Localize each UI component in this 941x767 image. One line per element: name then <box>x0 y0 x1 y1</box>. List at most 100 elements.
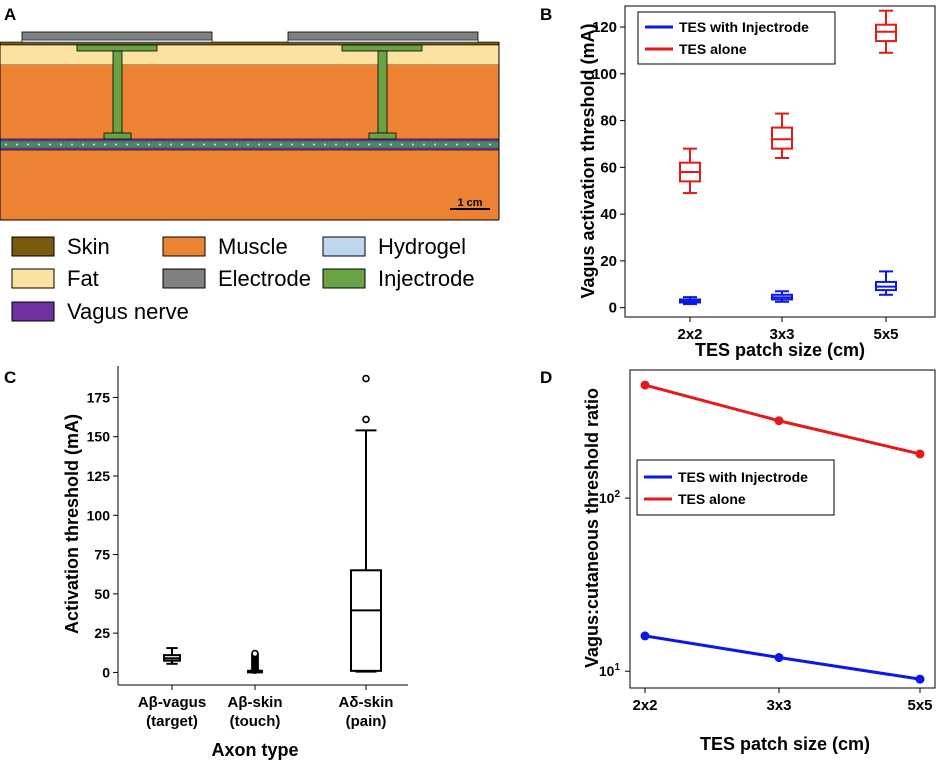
y-tick-label: 120 <box>592 19 617 36</box>
nerve-fiber-dot <box>225 143 227 146</box>
box-red-1-box <box>771 126 793 150</box>
y-tick-label: 102 <box>599 489 621 506</box>
nerve-fiber-dot <box>313 143 315 146</box>
nerve-fiber-dot <box>115 143 117 146</box>
nerve-fiber-dot <box>71 143 73 146</box>
tissue-diagram: 1 cm <box>0 31 500 221</box>
nerve-fiber-dot <box>324 143 326 146</box>
x-tick-label: 3x3 <box>769 326 794 343</box>
y-tick-label: 75 <box>94 547 110 563</box>
series-point-0 <box>774 653 784 663</box>
x-axis-title: Axon type <box>211 740 298 760</box>
fat-layer <box>0 44 500 66</box>
y-tick-base: 10 <box>599 663 615 679</box>
nerve-fiber-dot <box>214 143 216 146</box>
x-tick-label: Aβ-vagus <box>138 694 206 711</box>
plot-frame <box>624 5 936 318</box>
x-tick-sublabel: (pain) <box>346 713 387 730</box>
nerve-fiber-dot <box>38 143 40 146</box>
legend-swatch-hydrogel <box>322 236 366 257</box>
outlier-point <box>251 649 259 658</box>
legend-label-1: TES alone <box>678 491 746 507</box>
x-axis-title: TES patch size (cm) <box>700 734 870 754</box>
panel-label-c: C <box>4 368 16 387</box>
x-tick-sublabel: (touch) <box>230 713 281 730</box>
electrode-right <box>287 31 479 42</box>
panel-label-a: A <box>4 5 16 24</box>
nerve-fiber-dot <box>478 143 480 146</box>
nerve-fiber-dot <box>335 143 337 146</box>
nerve-fiber-dot <box>5 143 7 146</box>
injectrode-cap-right <box>341 44 423 52</box>
nerve-fiber-dot <box>60 143 62 146</box>
nerve-fiber-dot <box>357 143 359 146</box>
legend-label-hydrogel: Hydrogel <box>378 234 466 259</box>
box-red-2-box <box>875 23 897 43</box>
electrode-left <box>21 31 213 42</box>
legend-swatch-muscle <box>162 236 206 257</box>
series-point-0 <box>640 631 650 641</box>
box-2-box <box>350 569 382 672</box>
x-tick-label: 5x5 <box>873 326 898 343</box>
nerve-fibers <box>5 143 491 146</box>
series-point-1 <box>774 416 784 426</box>
y-tick-label: 20 <box>600 253 617 270</box>
y-tick-exp: 2 <box>614 489 620 500</box>
nerve-fiber-dot <box>203 143 205 146</box>
y-tick-label: 101 <box>599 662 621 679</box>
x-tick-label: 2x2 <box>632 697 657 714</box>
series-point-1 <box>640 380 650 390</box>
muscle-layer-top <box>0 65 499 139</box>
plot-frame <box>629 369 936 689</box>
vagus-injectrode-lead <box>0 141 499 148</box>
series-point-0 <box>915 674 925 684</box>
nerve-fiber-dot <box>390 143 392 146</box>
legend-label-electrode: Electrode <box>218 266 311 291</box>
panel-label-b: B <box>540 5 552 24</box>
nerve-fiber-dot <box>291 143 293 146</box>
nerve-fiber-dot <box>423 143 425 146</box>
y-tick-label: 100 <box>592 66 617 83</box>
legend-label-muscle: Muscle <box>218 234 288 259</box>
x-tick-label: Aδ-skin <box>339 694 394 711</box>
y-tick-label: 25 <box>94 625 110 641</box>
outlier-point <box>362 374 370 383</box>
nerve-fiber-dot <box>82 143 84 146</box>
nerve-fiber-dot <box>445 143 447 146</box>
nerve-fiber-dot <box>159 143 161 146</box>
nerve-fiber-dot <box>170 143 172 146</box>
y-tick-label: 40 <box>600 206 617 223</box>
nerve-fiber-dot <box>467 143 469 146</box>
legend-label-skin: Skin <box>67 234 110 259</box>
legend-label-1: TES alone <box>679 41 747 57</box>
injectrode-stem-right <box>377 50 388 134</box>
nerve-fiber-dot <box>137 143 139 146</box>
chart-panel-b: 0 20 40 60 80 100 120 2x2 3x3 5x5 TES patch size (… <box>578 5 936 360</box>
y-tick-label: 150 <box>87 429 111 445</box>
legend-swatch-electrode <box>162 268 206 289</box>
injectrode-foot-left <box>103 132 132 140</box>
outlier-point <box>362 415 370 424</box>
nerve-fiber-dot <box>368 143 370 146</box>
legend-swatch-vagus <box>11 301 55 322</box>
y-axis-title: Vagus:cutaneous threshold ratio <box>582 388 602 668</box>
panel-label-d: D <box>540 368 552 387</box>
nerve-fiber-dot <box>434 143 436 146</box>
nerve-fiber-dot <box>489 143 491 146</box>
hydrogel-left <box>21 39 213 43</box>
y-tick-label: 80 <box>600 113 617 130</box>
legend-frame <box>636 459 835 516</box>
nerve-fiber-dot <box>346 143 348 146</box>
legend-swatch-fat <box>11 268 55 289</box>
nerve-fiber-dot <box>192 143 194 146</box>
legend-label-fat: Fat <box>67 266 99 291</box>
diagram-legend: Skin Muscle Hydrogel Fat Electrode Injectrode… <box>11 234 475 324</box>
legend-b: TES with Injectrode TES alone <box>637 11 836 65</box>
y-tick-label: 0 <box>102 664 110 680</box>
y-tick-label: 60 <box>600 159 617 176</box>
nerve-fiber-dot <box>236 143 238 146</box>
nerve-fiber-dot <box>126 143 128 146</box>
y-axis-title: Activation threshold (mA) <box>62 414 82 634</box>
